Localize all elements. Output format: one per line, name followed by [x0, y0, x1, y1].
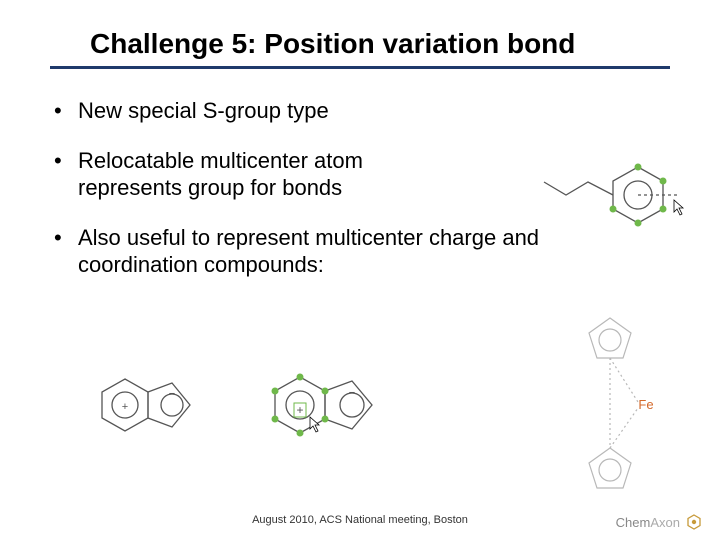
structure-ferrocene: Fe — [550, 310, 670, 500]
bullet-text: Also useful to represent multicenter cha… — [78, 225, 539, 278]
bullet-item: Also useful to represent multicenter cha… — [50, 224, 610, 279]
charge-minus: − — [349, 387, 355, 399]
brand-badge: ChemAxon — [616, 514, 702, 530]
charge-plus: + — [296, 403, 303, 417]
brand-text-1: Chem — [616, 515, 651, 530]
title-underline: Challenge 5: Position variation bond — [50, 28, 670, 69]
slide: Challenge 5: Position variation bond New… — [0, 0, 720, 540]
cursor-icon — [674, 200, 683, 215]
bullet-item: New special S-group type — [50, 97, 470, 125]
brand-name: ChemAxon — [616, 515, 680, 530]
brand-text-2: Axon — [650, 515, 680, 530]
bullet-text: Relocatable multicenter atom represents … — [78, 148, 363, 201]
charge-minus: − — [169, 388, 175, 400]
slide-footer: August 2010, ACS National meeting, Bosto… — [0, 514, 720, 526]
bullet-item: Relocatable multicenter atom represents … — [50, 147, 470, 202]
charge-plus: + — [122, 401, 128, 413]
structure-indene-highlighted: + − — [250, 355, 400, 455]
metal-label: Fe — [638, 397, 653, 412]
bullet-text: New special S-group type — [78, 98, 329, 123]
slide-title: Challenge 5: Position variation bond — [90, 28, 662, 60]
structure-indene-charged: + − — [80, 360, 220, 450]
cursor-icon — [310, 417, 319, 432]
structure-benzene-multicenter — [540, 150, 690, 240]
brand-logo-icon — [686, 514, 702, 530]
